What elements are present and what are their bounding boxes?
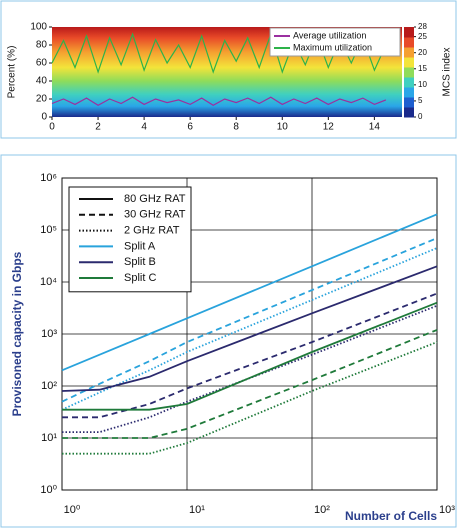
colorbar-segment bbox=[404, 37, 414, 48]
x-tick-label: 8 bbox=[233, 122, 239, 133]
series-line bbox=[62, 292, 438, 419]
x-tick-label: 10¹ bbox=[189, 504, 205, 516]
y-tick-label: 10³ bbox=[41, 328, 57, 340]
panel-frame bbox=[0, 154, 457, 528]
x-tick-label: 10 bbox=[277, 122, 289, 133]
panel-frame bbox=[0, 0, 457, 139]
series-line bbox=[61, 213, 438, 372]
colorbar-segment bbox=[404, 27, 414, 38]
bottom-chart: 10⁰ 10¹ 10² 10³ 10⁴ 10⁵ 10⁶ 10⁰ 10¹ 10² 10³ Proviso… bbox=[10, 172, 455, 523]
x-tick-label: 14 bbox=[369, 122, 381, 133]
series-line bbox=[62, 304, 438, 433]
legend-box bbox=[68, 186, 192, 293]
colorbar-tick-label: 20 bbox=[418, 48, 427, 57]
legend-label: Split C bbox=[124, 272, 156, 284]
legend-label: Split B bbox=[124, 256, 156, 268]
colorbar-segment bbox=[404, 107, 414, 118]
legend-label: 30 GHz RAT bbox=[124, 209, 186, 221]
legend-label: 2 GHz RAT bbox=[124, 225, 180, 237]
y-axis-label: Percent (%) bbox=[7, 46, 18, 99]
series-line bbox=[62, 301, 438, 411]
y-tick-label: 10⁰ bbox=[40, 484, 57, 496]
colorbar-tick-label: 15 bbox=[418, 64, 427, 73]
x-tick-label: 10² bbox=[314, 504, 330, 516]
y-tick-label: 10² bbox=[41, 380, 57, 392]
x-tick-label: 2 bbox=[95, 122, 101, 133]
x-tick-label: 6 bbox=[187, 122, 193, 133]
series-line bbox=[61, 247, 438, 411]
x-tick-label: 10⁰ bbox=[64, 504, 81, 516]
colorbar-segment bbox=[404, 47, 414, 58]
y-tick-label: 0 bbox=[41, 112, 47, 123]
y-tick-label: 60 bbox=[36, 58, 48, 69]
series-line bbox=[61, 265, 438, 392]
y-tick-label: 100 bbox=[30, 22, 47, 33]
colorbar-segment bbox=[404, 87, 414, 98]
legend-label: Maximum utilization bbox=[293, 42, 372, 52]
colorbar-tick-label: 28 bbox=[418, 22, 427, 31]
y-tick-label: 10⁶ bbox=[40, 172, 57, 184]
y-axis-label: Provisoned capacity in Gbps bbox=[10, 251, 24, 416]
colorbar-segment bbox=[404, 57, 414, 68]
colorbar-tick-label: 5 bbox=[418, 96, 423, 105]
series-line bbox=[51, 32, 387, 74]
y-tick-label: 40 bbox=[36, 76, 48, 87]
colorbar-label: MCS index bbox=[442, 48, 453, 97]
x-tick-label: 4 bbox=[141, 122, 147, 133]
colorbar-segment bbox=[404, 67, 414, 78]
legend-box bbox=[269, 27, 401, 57]
colorbar-segment bbox=[404, 77, 414, 88]
y-tick-label: 80 bbox=[36, 40, 48, 51]
x-tick-label: 12 bbox=[323, 122, 335, 133]
legend-label: Split A bbox=[124, 240, 156, 252]
y-tick-label: 10⁴ bbox=[40, 276, 57, 288]
series-line bbox=[61, 237, 438, 403]
x-axis-label: Number of Cells bbox=[345, 509, 437, 523]
y-tick-label: 10¹ bbox=[41, 432, 57, 444]
x-tick-label: 10³ bbox=[439, 504, 455, 516]
colorbar-segment bbox=[404, 97, 414, 108]
colorbar-tick-label: 0 bbox=[418, 112, 423, 121]
legend-label: 80 GHz RAT bbox=[124, 193, 186, 205]
series-line bbox=[62, 329, 438, 439]
series-line bbox=[62, 341, 438, 455]
colorbar-tick-label: 25 bbox=[418, 32, 427, 41]
x-tick-label: 0 bbox=[49, 122, 55, 133]
colorbar-tick-label: 10 bbox=[418, 80, 427, 89]
legend-label: Average utilization bbox=[293, 30, 366, 40]
y-tick-label: 10⁵ bbox=[40, 224, 57, 236]
series-line bbox=[51, 96, 387, 106]
y-tick-label: 20 bbox=[36, 94, 48, 105]
